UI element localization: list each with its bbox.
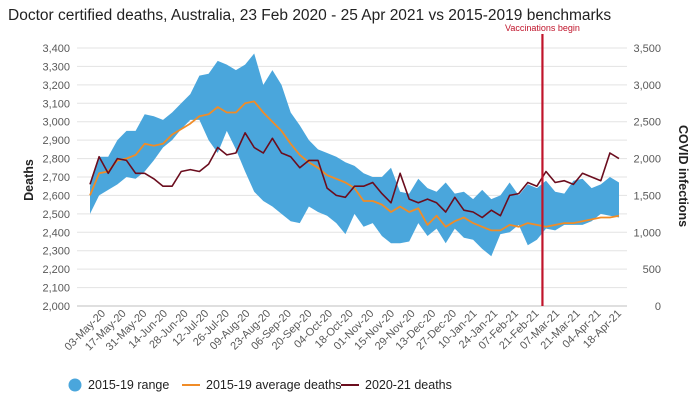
y-tick-label: 2,700 [42,172,70,184]
vaccination-label: Vaccinations begin [505,23,580,33]
chart-title: Doctor certified deaths, Australia, 23 F… [8,7,611,24]
legend-label: 2015-19 average deaths [206,378,342,392]
vaccination-annotation: Vaccinations begin [505,23,580,306]
average-deaths-line [89,100,620,232]
y2-tick-label: 3,000 [633,80,661,92]
y2-axis-label: COVID infections [676,125,690,227]
deaths-2020-21-line [89,132,620,219]
y-tick-label: 2,200 [42,264,70,276]
y-tick-label: 3,000 [42,117,70,129]
y2-tick-label: 2,500 [633,117,661,129]
y-tick-label: 3,200 [42,80,70,92]
y-tick-label: 2,900 [42,135,70,147]
y-tick-label: 2,300 [42,246,70,258]
y-tick-label: 3,300 [42,61,70,73]
y-tick-label: 2,600 [42,190,70,202]
y-tick-label: 2,100 [42,283,70,295]
left-axis-ticks: 2,000 2,100 2,200 2,300 2,400 2,500 2,600 2,700… [42,43,70,313]
right-axis-ticks: 0 500 1,000 1,500 2,000 2,500 3,000 3,500 [633,43,661,313]
y-tick-label: 2,000 [42,301,70,313]
range-band [90,53,619,257]
y-tick-label: 3,100 [42,98,70,110]
y2-tick-label: 2,000 [633,154,661,166]
y-tick-label: 2,500 [42,209,70,221]
x-axis-ticks: 03-May-2017-May-2031-May-2014-Jun-2028-J… [62,308,624,354]
y-tick-label: 2,400 [42,227,70,239]
y2-tick-label: 1,000 [633,227,661,239]
y-tick-label: 2,800 [42,154,70,166]
y-tick-label: 3,400 [42,43,70,55]
legend-label: 2020-21 deaths [365,378,452,392]
y2-tick-label: 500 [643,264,661,276]
range-area [90,53,619,257]
legend-label: 2015-19 range [88,378,169,392]
y2-tick-label: 1,500 [633,190,661,202]
legend: 2015-19 range 2015-19 average deaths 2020-… [68,378,452,392]
y-axis-label: Deaths [22,159,36,201]
series-lines [89,100,620,232]
legend-swatch-range [68,378,82,392]
y2-tick-label: 0 [655,301,661,313]
y2-tick-label: 3,500 [633,43,661,55]
